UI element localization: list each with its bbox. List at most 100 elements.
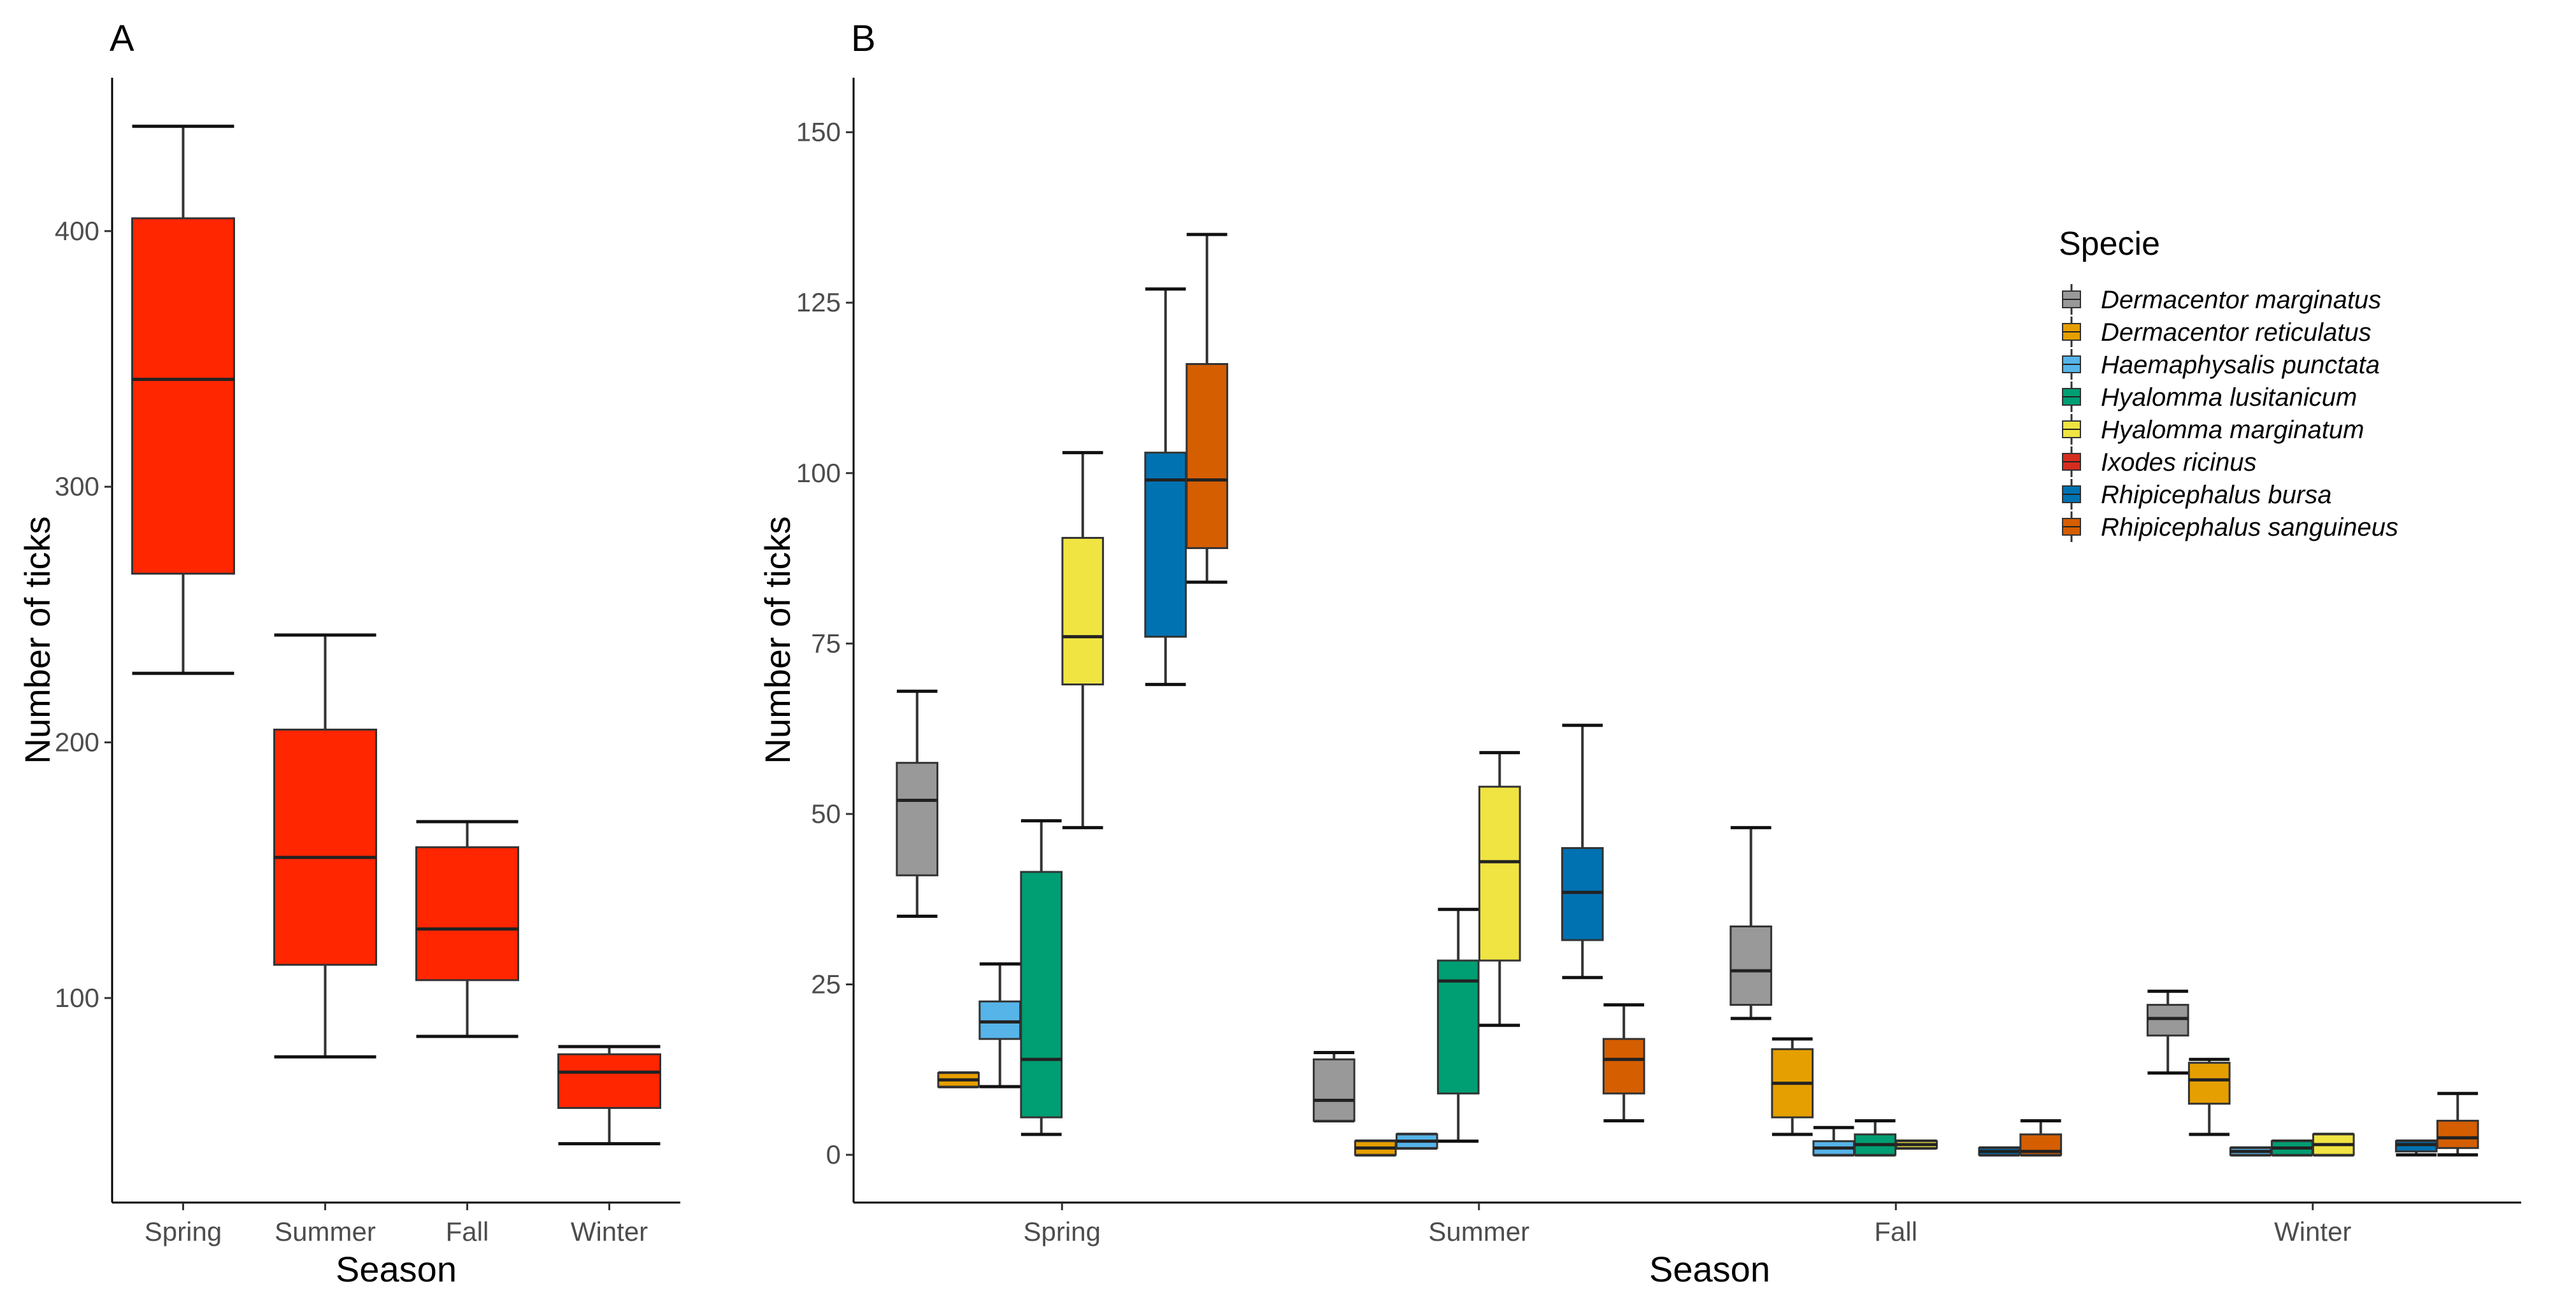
panel-b-box-dermacentor-reticulatus-spring <box>937 1071 980 1089</box>
panel-a-x-tick-label-spring: Spring <box>145 1217 222 1247</box>
panel-b-y-tick-label: 125 <box>796 287 841 317</box>
legend-label-dermacentor-marginatus: Dermacentor marginatus <box>2101 286 2381 314</box>
panel-b-x-tick-label-summer: Summer <box>1428 1217 1529 1247</box>
panel-b-x-tick-label-spring: Spring <box>1024 1217 1101 1247</box>
panel-b-y-tick-label: 25 <box>811 969 841 999</box>
box-iqr <box>1561 847 1604 941</box>
legend-label-hyalomma-lusitanicum: Hyalomma lusitanicum <box>2101 383 2357 411</box>
panel-b-box-haemaphysalis-punctata-spring <box>978 962 1022 1089</box>
panel-b-box-hyalomma-marginatum-winter <box>2312 1132 2355 1157</box>
panel-a-box-winter <box>557 1045 661 1146</box>
panel-a-y-tick-label: 100 <box>55 983 99 1013</box>
panel-b-x-tick-label-winter: Winter <box>2274 1217 2351 1247</box>
legend-title: Specie <box>2059 225 2160 262</box>
panel-b-box-hyalomma-lusitanicum-winter <box>2270 1139 2314 1157</box>
panel-b-box-rhipicephalus-bursa-fall <box>1978 1146 2021 1157</box>
panel-a-x-axis-title: Season <box>336 1249 457 1289</box>
box-iqr <box>557 1053 661 1109</box>
legend-key-hyalomma-lusitanicum <box>2062 382 2081 412</box>
panel-b-y-tick-label: 0 <box>826 1139 841 1169</box>
panel-a: A 100 200 300 400 Spring Summer Fall Winter Se… <box>17 18 680 1289</box>
panel-b-x-axis-title: Season <box>1649 1249 1770 1289</box>
panel-b-box-dermacentor-marginatus-winter <box>2146 989 2189 1075</box>
legend-key-haemaphysalis-punctata <box>2062 349 2081 380</box>
panel-b-x-tick-label-fall: Fall <box>1874 1217 1917 1247</box>
legend-key-ixodes-ricinus <box>2062 446 2081 477</box>
box-iqr <box>2394 1140 2438 1153</box>
legend-key-rhipicephalus-sanguineus <box>2062 511 2081 542</box>
panel-a-x-tick-label-fall: Fall <box>446 1217 489 1247</box>
legend-label-hyalomma-marginatum: Hyalomma marginatum <box>2101 416 2364 444</box>
panel-b-box-dermacentor-reticulatus-fall <box>1771 1037 1814 1136</box>
panel-a-boxes <box>131 124 661 1146</box>
box-iqr <box>1061 536 1105 686</box>
box-iqr <box>415 846 519 982</box>
panel-b-y-tick-label: 50 <box>811 799 841 829</box>
panel-b-box-dermacentor-marginatus-summer <box>1312 1051 1356 1123</box>
panel-b-y-tick-label: 75 <box>811 628 841 658</box>
panel-b-box-hyalomma-marginatum-fall <box>1895 1139 1938 1150</box>
box-iqr <box>273 728 377 966</box>
panel-a-x-ticks: Spring Summer Fall Winter <box>145 1203 648 1247</box>
panel-a-label: A <box>110 18 134 59</box>
panel-b-box-rhipicephalus-sanguineus-fall <box>2019 1119 2063 1157</box>
legend-label-haemaphysalis-punctata: Haemaphysalis punctata <box>2101 351 2380 379</box>
legend-key-hyalomma-marginatum <box>2062 414 2081 445</box>
panel-b-x-ticks: Spring Summer Fall Winter <box>1024 1203 2351 1247</box>
panel-b-box-rhipicephalus-bursa-summer <box>1561 724 1604 980</box>
panel-b-box-haemaphysalis-punctata-summer <box>1395 1132 1438 1150</box>
panel-b-y-tick-label: 100 <box>796 458 841 488</box>
panel-b-box-hyalomma-lusitanicum-spring <box>1020 819 1063 1136</box>
panel-a-y-axis-title: Number of ticks <box>17 517 57 764</box>
panel-b-boxes <box>896 232 2479 1157</box>
box-iqr <box>2146 1004 2189 1037</box>
panel-a-box-fall <box>415 820 519 1038</box>
legend-key-dermacentor-marginatus <box>2062 284 2081 315</box>
box-iqr <box>1478 785 1521 962</box>
panel-a-box-spring <box>131 124 235 675</box>
panel-a-box-summer <box>273 633 377 1059</box>
box-iqr <box>2187 1062 2231 1105</box>
panel-b-box-dermacentor-marginatus-fall <box>1729 825 1773 1020</box>
panel-a-y-tick-label: 400 <box>55 216 99 246</box>
legend-label-rhipicephalus-sanguineus: Rhipicephalus sanguineus <box>2101 513 2398 541</box>
box-iqr <box>1144 452 1187 638</box>
box-iqr <box>131 217 235 575</box>
box-iqr <box>1602 1038 1645 1095</box>
panel-a-y-tick-label: 300 <box>55 471 99 501</box>
panel-a-x-tick-label-winter: Winter <box>571 1217 648 1247</box>
legend-label-ixodes-ricinus: Ixodes ricinus <box>2101 448 2257 476</box>
panel-b-box-dermacentor-marginatus-spring <box>896 689 939 918</box>
panel-b-box-dermacentor-reticulatus-summer <box>1354 1139 1397 1157</box>
legend: Specie Dermacentor marginatus Dermacentor … <box>2059 225 2398 542</box>
panel-b-box-dermacentor-reticulatus-winter <box>2187 1057 2231 1136</box>
box-iqr <box>1312 1058 1356 1122</box>
panel-b-box-rhipicephalus-bursa-winter <box>2394 1139 2438 1157</box>
box-iqr <box>1436 959 1480 1095</box>
box-iqr <box>1729 925 1773 1006</box>
panel-b-box-rhipicephalus-sanguineus-spring <box>1185 232 1229 584</box>
legend-label-dermacentor-reticulatus: Dermacentor reticulatus <box>2101 318 2372 346</box>
box-iqr <box>896 762 939 876</box>
panel-b: B 0 25 50 75 100 125 150 Spring Summer Fall Winte… <box>757 18 2521 1289</box>
panel-b-box-hyalomma-lusitanicum-summer <box>1436 908 1480 1143</box>
panel-a-y-ticks: 100 200 300 400 <box>55 216 112 1013</box>
panel-b-box-hyalomma-marginatum-summer <box>1478 751 1521 1027</box>
legend-label-rhipicephalus-bursa: Rhipicephalus bursa <box>2101 481 2331 509</box>
panel-b-box-haemaphysalis-punctata-fall <box>1812 1125 1856 1157</box>
box-iqr <box>978 1000 1022 1040</box>
panel-b-box-haemaphysalis-punctata-winter <box>2229 1146 2272 1157</box>
panel-b-y-tick-label: 150 <box>796 117 841 147</box>
panel-b-box-rhipicephalus-sanguineus-summer <box>1602 1003 1645 1123</box>
panel-a-x-tick-label-summer: Summer <box>275 1217 376 1247</box>
panel-a-y-tick-label: 200 <box>55 727 99 757</box>
panel-b-box-rhipicephalus-sanguineus-winter <box>2436 1092 2479 1157</box>
panel-b-box-hyalomma-lusitanicum-fall <box>1854 1119 1897 1157</box>
legend-key-rhipicephalus-bursa <box>2062 479 2081 510</box>
panel-b-y-ticks: 0 25 50 75 100 125 150 <box>796 117 854 1169</box>
box-iqr <box>1185 363 1229 550</box>
panel-b-label: B <box>851 18 876 59</box>
panel-b-box-rhipicephalus-bursa-spring <box>1144 287 1187 687</box>
box-iqr <box>1020 871 1063 1118</box>
